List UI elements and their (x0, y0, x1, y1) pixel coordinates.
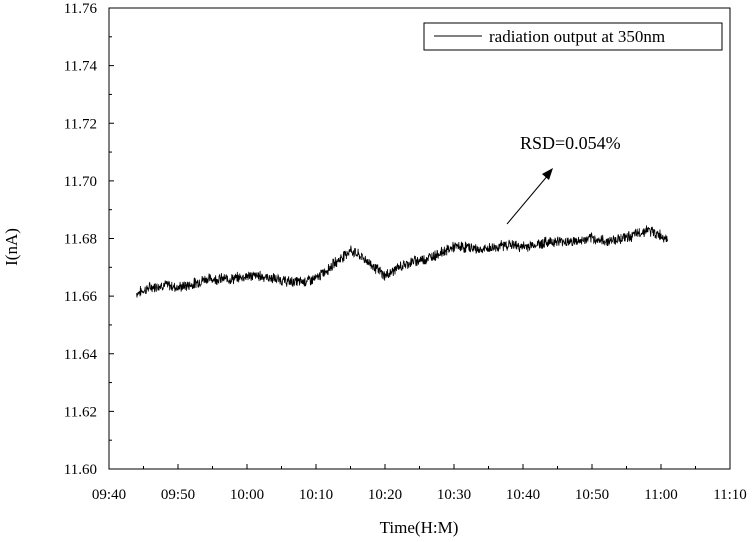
legend: radiation output at 350nm (423, 22, 723, 51)
y-axis-ticks: 11.60 11.62 11.64 11.66 11.68 11.70 11.72 11.74… (64, 1, 114, 478)
x-axis-title: Time(H:M) (380, 518, 459, 537)
x-tick-label: 11:00 (644, 487, 678, 503)
y-tick-label: 11.74 (64, 59, 98, 75)
annotation-arrow-head (542, 168, 553, 180)
x-tick-label: 10:30 (437, 487, 471, 503)
x-tick-label: 10:40 (506, 487, 540, 503)
x-tick-label: 09:40 (92, 487, 126, 503)
annotation-text: RSD=0.054% (520, 133, 621, 153)
x-tick-label: 09:50 (161, 487, 195, 503)
y-tick-label: 11.66 (64, 289, 98, 305)
y-tick-label: 11.60 (64, 462, 97, 478)
annotation-arrow-line (506, 173, 550, 225)
series-layer (136, 225, 669, 298)
y-tick-label: 11.68 (64, 232, 97, 248)
y-tick-label: 11.70 (64, 174, 97, 190)
x-tick-label: 10:00 (230, 487, 264, 503)
x-tick-label: 10:10 (299, 487, 333, 503)
y-tick-label: 11.62 (64, 404, 97, 420)
legend-label: radiation output at 350nm (489, 27, 665, 46)
series-line (136, 225, 669, 298)
x-tick-label: 11:10 (713, 487, 747, 503)
plot-frame (108, 7, 731, 470)
x-tick-label: 10:20 (368, 487, 402, 503)
y-tick-label: 11.64 (64, 347, 98, 363)
x-tick-label: 10:50 (575, 487, 609, 503)
x-axis-ticks: 09:40 09:50 10:00 10:10 10:20 10:30 10:40 10:50… (92, 464, 747, 503)
y-tick-label: 11.76 (64, 1, 98, 17)
y-axis-title: I(nA) (2, 228, 21, 266)
rsd-annotation: RSD=0.054% (506, 133, 621, 225)
y-tick-label: 11.72 (64, 116, 97, 132)
